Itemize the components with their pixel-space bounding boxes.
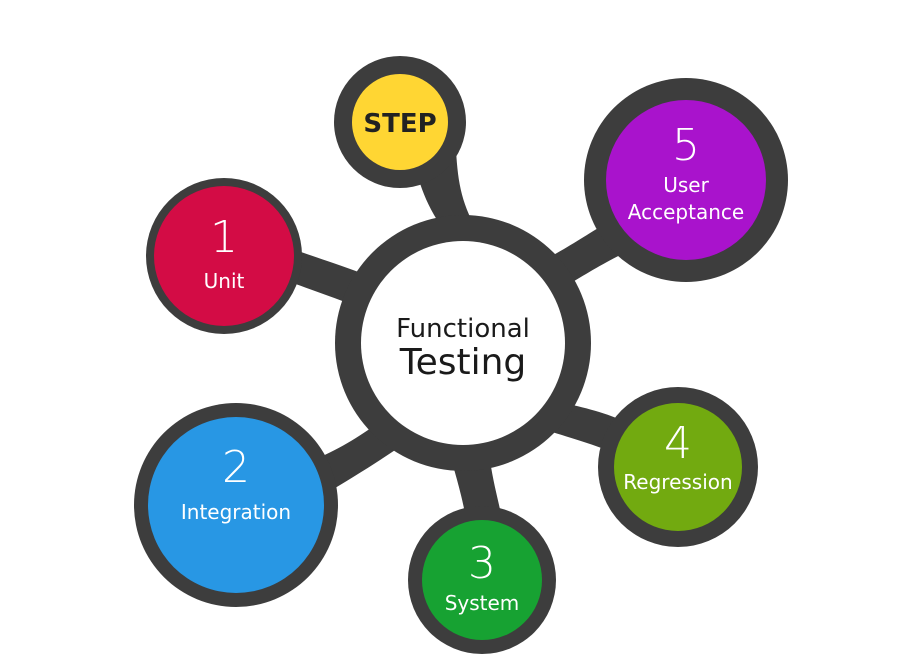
step-1-disc xyxy=(154,186,294,326)
center-title-line1: Functional xyxy=(396,314,530,344)
step-4-label: Regression xyxy=(623,470,732,494)
step-label: STEP xyxy=(363,109,436,139)
step-5-label-line1: User xyxy=(663,173,709,197)
step-2-number: 2 xyxy=(222,442,250,493)
center-hub: Functional Testing xyxy=(335,215,591,471)
step-2-integration: 2 Integration xyxy=(134,403,338,607)
step-3-number: 3 xyxy=(468,538,496,589)
step-4-disc xyxy=(614,403,742,531)
step-4-regression: 4 Regression xyxy=(598,387,758,547)
step-3-label: System xyxy=(445,591,520,615)
step-3-disc xyxy=(422,520,542,640)
step-4-number: 4 xyxy=(664,418,692,469)
step-1-label: Unit xyxy=(204,269,245,293)
center-title-line2: Testing xyxy=(399,342,527,383)
step-5-disc xyxy=(606,100,766,260)
step-3-system: 3 System xyxy=(408,506,556,654)
step-2-label: Integration xyxy=(181,500,291,524)
step-1-unit: 1 Unit xyxy=(146,178,302,334)
step-5-number: 5 xyxy=(672,120,700,171)
step-1-number: 1 xyxy=(210,212,238,263)
step-bubble: STEP xyxy=(334,56,466,188)
step-5-label-line2: Acceptance xyxy=(628,200,744,224)
step-disc xyxy=(352,74,448,170)
center-disc xyxy=(361,241,565,445)
step-5-user-acceptance: 5 User Acceptance xyxy=(584,78,788,282)
step-2-disc xyxy=(148,417,324,593)
